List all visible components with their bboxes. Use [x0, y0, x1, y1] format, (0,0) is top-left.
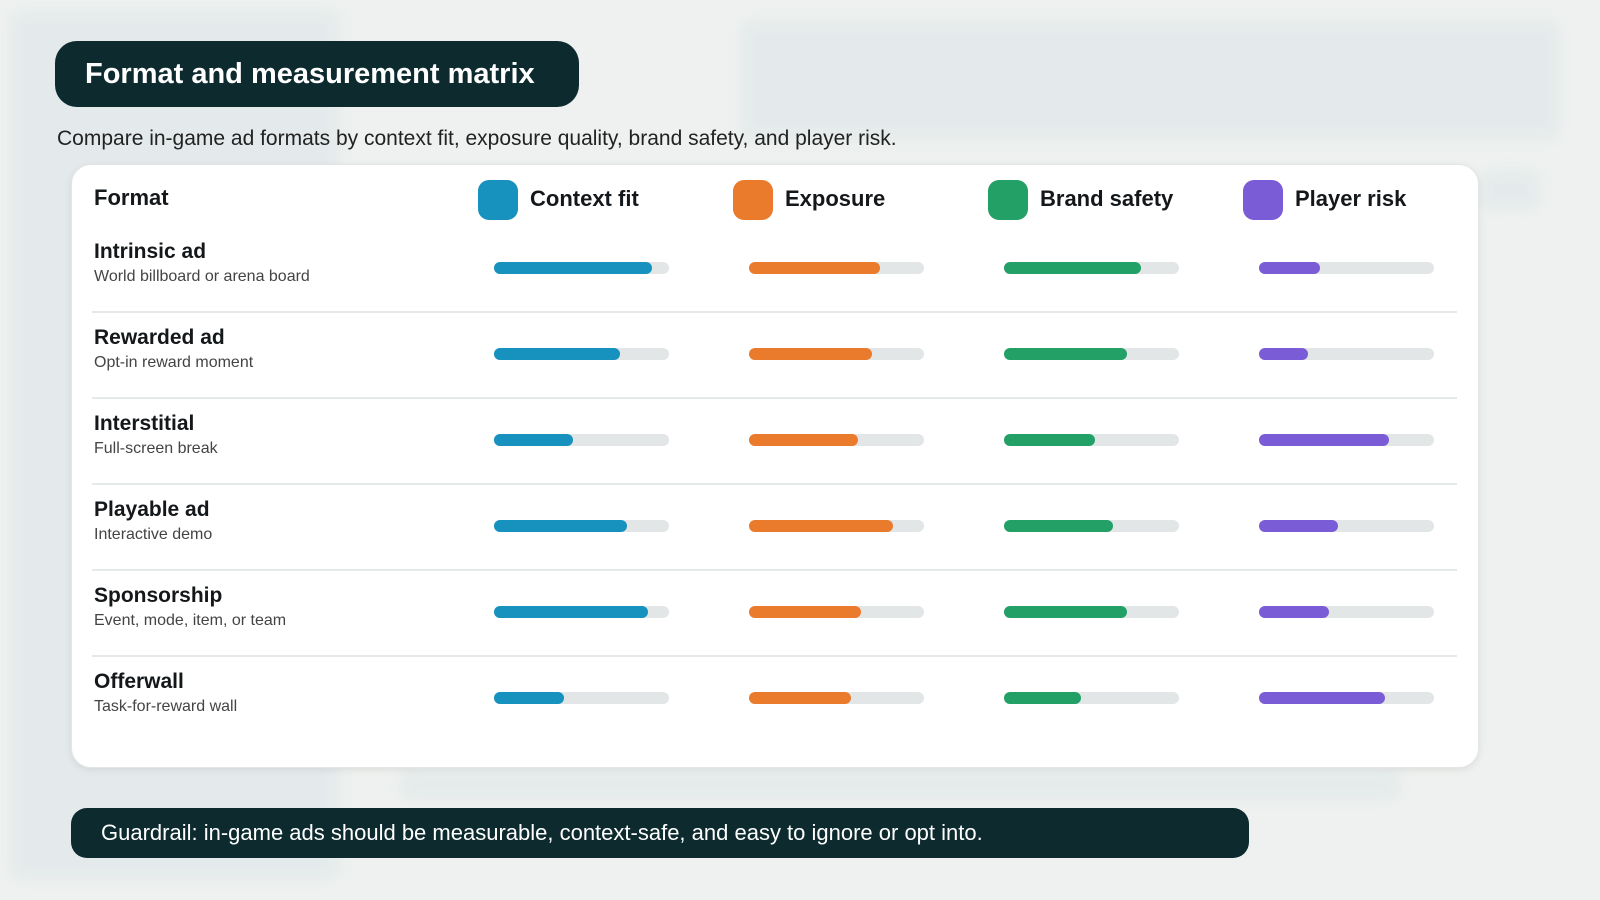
score-bar — [749, 520, 893, 532]
subtitle: Compare in-game ad formats by context fi… — [57, 127, 897, 150]
format-name: Rewarded ad — [94, 326, 225, 349]
score-track — [494, 434, 669, 446]
score-bar — [749, 348, 872, 360]
format-description: World billboard or arena board — [94, 268, 310, 285]
background-header — [740, 20, 1560, 140]
score-bar — [494, 692, 564, 704]
format-name: Intrinsic ad — [94, 240, 207, 263]
score-track — [1004, 692, 1179, 704]
column-header: Context fit — [530, 186, 639, 211]
row-heading: Format — [94, 185, 169, 210]
score-track — [1004, 262, 1179, 274]
matrix-card — [71, 164, 1479, 768]
column-icon — [478, 180, 518, 220]
background-block — [400, 770, 1400, 800]
score-bar — [494, 434, 573, 446]
guardrail-banner: Guardrail: in-game ads should be measura… — [71, 808, 1249, 858]
column-icon — [1243, 180, 1283, 220]
score-track — [1004, 348, 1179, 360]
format-description: Event, mode, item, or team — [94, 612, 287, 629]
score-track — [749, 348, 924, 360]
column-icon — [733, 180, 773, 220]
score-bar — [1004, 348, 1127, 360]
score-bar — [749, 606, 861, 618]
format-description: Task-for-reward wall — [94, 698, 238, 715]
score-bar — [749, 262, 881, 274]
background-block — [1480, 170, 1540, 210]
format-description: Opt-in reward moment — [94, 354, 254, 371]
column-header: Brand safety — [1040, 186, 1174, 211]
format-name: Playable ad — [94, 498, 210, 521]
score-track — [494, 262, 669, 274]
score-bar — [1004, 606, 1127, 618]
score-bar — [749, 692, 851, 704]
score-bar — [1259, 520, 1338, 532]
format-name: Sponsorship — [94, 584, 223, 607]
score-track — [1004, 520, 1179, 532]
format-description: Interactive demo — [94, 526, 213, 543]
format-description: Full-screen break — [94, 440, 218, 457]
score-bar — [1259, 348, 1308, 360]
score-track — [1259, 434, 1434, 446]
format-name: Interstitial — [94, 412, 195, 435]
score-bar — [1259, 692, 1385, 704]
score-track — [1259, 348, 1434, 360]
score-track — [494, 606, 669, 618]
score-bar — [749, 434, 858, 446]
score-track — [1004, 606, 1179, 618]
score-track — [749, 262, 924, 274]
row-separator — [92, 311, 1457, 313]
column-icon — [988, 180, 1028, 220]
score-track — [749, 692, 924, 704]
score-track — [494, 520, 669, 532]
score-track — [1259, 692, 1434, 704]
score-track — [1259, 606, 1434, 618]
score-track — [1004, 434, 1179, 446]
row-separator — [92, 569, 1457, 571]
format-name: Offerwall — [94, 670, 184, 693]
score-bar — [494, 262, 652, 274]
score-bar — [1259, 606, 1329, 618]
score-track — [494, 348, 669, 360]
score-track — [494, 692, 669, 704]
score-track — [1259, 520, 1434, 532]
score-track — [749, 520, 924, 532]
score-bar — [1004, 434, 1095, 446]
column-header: Player risk — [1295, 186, 1407, 211]
row-separator — [92, 655, 1457, 657]
score-bar — [494, 348, 620, 360]
score-bar — [1259, 262, 1321, 274]
score-bar — [1259, 434, 1389, 446]
score-bar — [494, 606, 648, 618]
score-track — [1259, 262, 1434, 274]
score-track — [749, 434, 924, 446]
score-bar — [1004, 520, 1113, 532]
column-header: Exposure — [785, 186, 886, 211]
row-separator — [92, 397, 1457, 399]
score-bar — [1004, 692, 1081, 704]
score-track — [749, 606, 924, 618]
score-bar — [494, 520, 627, 532]
row-separator — [92, 483, 1457, 485]
title: Format and measurement matrix — [55, 41, 579, 107]
score-bar — [1004, 262, 1141, 274]
